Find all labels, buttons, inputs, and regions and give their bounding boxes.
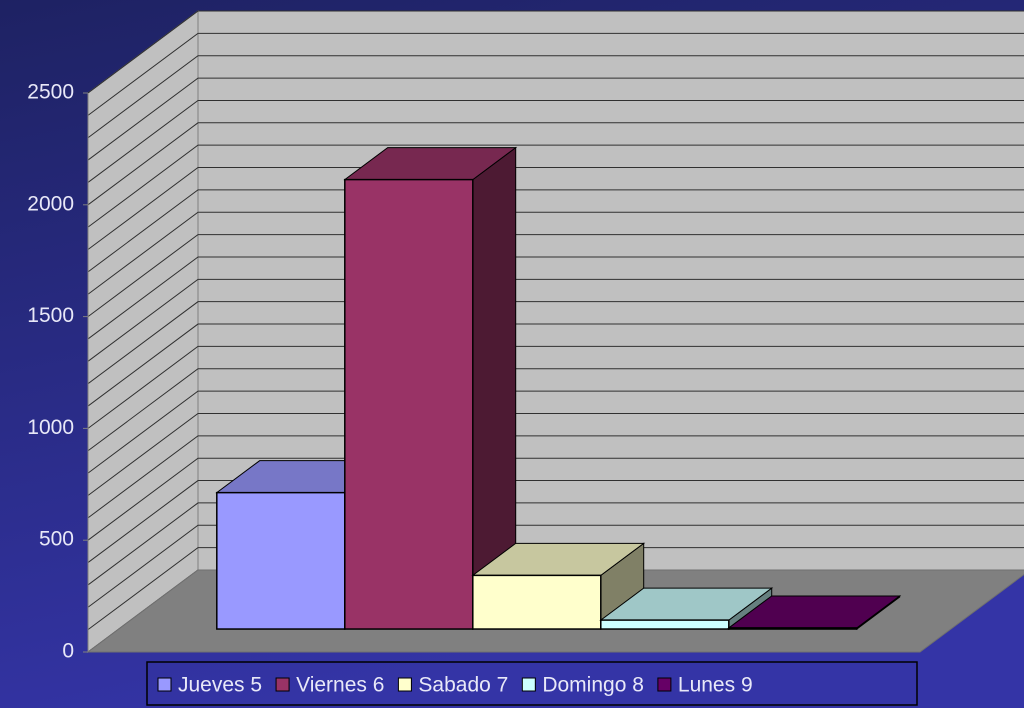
bar (728, 627, 858, 630)
grid-line (87, 278, 1024, 362)
grid-line (87, 99, 1024, 183)
grid-line (87, 77, 1024, 161)
legend-swatch (657, 677, 672, 692)
legend-swatch (521, 677, 536, 692)
y-tick-label: 1500 (27, 304, 74, 327)
legend-label: Domingo 8 (542, 674, 644, 697)
legend-swatch (275, 677, 290, 692)
grid-line (87, 323, 1024, 407)
grid-line (87, 55, 1024, 139)
grid-line (87, 10, 1024, 94)
y-tick-label: 2000 (27, 192, 74, 215)
grid-line (87, 435, 1024, 519)
grid-line (87, 524, 1024, 608)
grid-line (87, 189, 1024, 273)
grid-line (87, 457, 1024, 541)
grid-line (87, 301, 1024, 385)
bar (344, 178, 474, 630)
legend-swatch (397, 677, 412, 692)
y-tick-label: 1000 (27, 416, 74, 439)
bar (216, 491, 346, 630)
legend-box (146, 661, 918, 706)
y-tick-label: 2500 (27, 81, 74, 104)
y-tick-label: 0 (62, 640, 74, 663)
grid-line (87, 345, 1024, 429)
grid-line (87, 390, 1024, 474)
grid-line (87, 122, 1024, 206)
legend-label: Sabado 7 (418, 674, 508, 697)
grid-line (87, 234, 1024, 318)
grid-line (87, 547, 1024, 631)
legend-label: Jueves 5 (178, 674, 262, 697)
legend-label: Viernes 6 (296, 674, 384, 697)
grid-line (87, 256, 1024, 340)
y-tick-label: 500 (39, 528, 74, 551)
grid-line (87, 412, 1024, 496)
side-wall (87, 10, 199, 653)
bar (600, 619, 730, 630)
grid-line (87, 167, 1024, 250)
grid-line (87, 480, 1024, 563)
grid-line (87, 502, 1024, 586)
bar (472, 574, 602, 630)
legend-label: Lunes 9 (678, 674, 753, 697)
grid-line (87, 368, 1024, 452)
grid-line (87, 144, 1024, 228)
grid-line (87, 211, 1024, 295)
legend-swatch (157, 677, 172, 692)
grid-line (87, 32, 1024, 116)
